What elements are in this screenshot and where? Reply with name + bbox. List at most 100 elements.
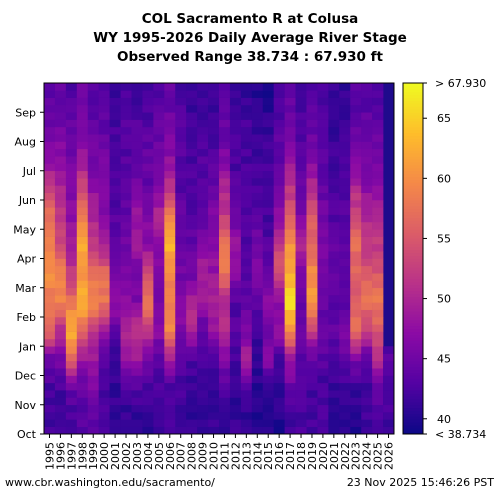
heatmap-cell: [98, 148, 110, 157]
heatmap-cell: [284, 324, 296, 332]
heatmap-cell: [240, 104, 253, 113]
y-tick-label: Aug: [15, 136, 36, 149]
heatmap-cell: [339, 134, 351, 142]
heatmap-cell: [361, 338, 373, 347]
heatmap-cell: [284, 170, 296, 179]
heatmap-cell: [262, 104, 274, 113]
x-tick-label: 2007: [175, 442, 188, 470]
heatmap-cell: [350, 229, 362, 237]
heatmap-cell: [262, 397, 274, 406]
heatmap-cell: [350, 368, 362, 376]
heatmap-cell: [240, 419, 253, 427]
heatmap-cell: [229, 412, 242, 420]
heatmap-cell: [372, 346, 384, 354]
heatmap-cell: [54, 353, 67, 362]
heatmap-cell: [361, 280, 373, 289]
heatmap-cell: [219, 309, 231, 318]
heatmap-cell: [54, 258, 67, 267]
heatmap-cell: [44, 185, 56, 193]
heatmap-cell: [240, 375, 253, 384]
heatmap-cell: [197, 163, 209, 172]
heatmap-cell: [131, 90, 143, 98]
heatmap-cell: [251, 119, 264, 128]
heatmap-cell: [98, 302, 110, 310]
heatmap-cell: [284, 185, 296, 193]
colorbar-segment: [403, 393, 423, 397]
heatmap-cell: [120, 397, 132, 406]
heatmap-cell: [372, 207, 384, 215]
heatmap-cell: [273, 295, 285, 303]
heatmap-cell: [273, 214, 285, 223]
heatmap-cell: [240, 280, 253, 289]
heatmap-cell: [76, 112, 89, 120]
heatmap-cell: [44, 163, 56, 172]
heatmap-cell: [295, 97, 307, 106]
heatmap-cell: [44, 83, 56, 91]
heatmap-cell: [76, 236, 89, 245]
heatmap-cell: [219, 258, 231, 267]
heatmap-cell: [109, 419, 121, 427]
heatmap-cell: [240, 302, 253, 310]
heatmap-cell: [87, 97, 99, 106]
heatmap-cell: [208, 83, 220, 91]
heatmap-cell: [372, 426, 384, 435]
heatmap-cell: [153, 317, 165, 325]
heatmap-cell: [251, 134, 264, 142]
heatmap-cell: [284, 251, 296, 259]
heatmap-cell: [208, 192, 220, 201]
heatmap-cell: [186, 134, 198, 142]
heatmap-cell: [164, 148, 176, 157]
heatmap-cell: [87, 324, 99, 332]
heatmap-cell: [240, 426, 253, 435]
heatmap-cell: [306, 397, 318, 406]
x-tick-label: 2011: [219, 442, 232, 470]
heatmap-cell: [153, 390, 165, 398]
heatmap-cell: [186, 280, 198, 289]
heatmap-cell: [229, 346, 242, 354]
heatmap-cell: [350, 419, 362, 427]
heatmap-cell: [98, 404, 110, 413]
heatmap-cell: [76, 258, 89, 267]
heatmap-cell: [153, 207, 165, 215]
heatmap-cell: [131, 360, 143, 369]
heatmap-cell: [153, 338, 165, 347]
colorbar-segment: [403, 194, 423, 198]
heatmap-cell: [109, 295, 121, 303]
x-tick-label: 2020: [317, 442, 330, 470]
heatmap-cell: [240, 382, 253, 391]
heatmap-cell: [372, 90, 384, 98]
heatmap-cell: [317, 156, 329, 164]
heatmap-cell: [317, 309, 329, 318]
heatmap-cell: [350, 317, 362, 325]
heatmap-cell: [328, 287, 340, 296]
x-tick-label: 2019: [306, 442, 319, 470]
heatmap-cell: [328, 170, 340, 179]
x-tick-label: 1995: [44, 442, 57, 470]
colorbar-segment: [403, 255, 423, 259]
heatmap-cell: [317, 243, 329, 252]
colorbar-tick-label: 45: [437, 353, 451, 366]
heatmap-cell: [109, 338, 121, 347]
heatmap-cell: [65, 148, 78, 157]
heatmap-cell: [219, 404, 231, 413]
heatmap-cell: [76, 229, 89, 237]
heatmap-cell: [273, 141, 285, 150]
heatmap-cell: [197, 404, 209, 413]
heatmap-cell: [164, 426, 176, 435]
heatmap-cell: [339, 156, 351, 164]
heatmap-cell: [295, 178, 307, 186]
heatmap-cell: [87, 163, 99, 172]
heatmap-cell: [350, 207, 362, 215]
heatmap-cell: [87, 360, 99, 369]
heatmap-cell: [240, 134, 253, 142]
heatmap-cell: [44, 207, 56, 215]
heatmap-cell: [240, 331, 253, 340]
heatmap-cell: [54, 156, 67, 164]
heatmap-cell: [306, 404, 318, 413]
heatmap-cell: [208, 390, 220, 398]
heatmap-cell: [197, 243, 209, 252]
heatmap-cell: [284, 229, 296, 237]
heatmap-cell: [317, 112, 329, 120]
heatmap-cell: [109, 331, 121, 340]
y-tick-label: Nov: [15, 399, 37, 412]
